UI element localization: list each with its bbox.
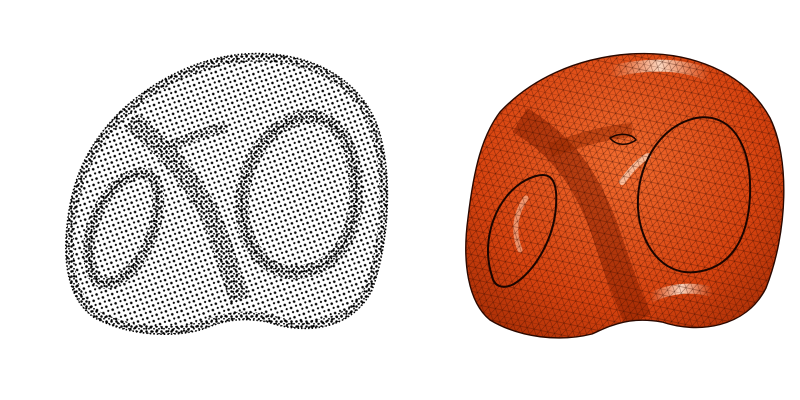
mesh-surface (465, 53, 784, 338)
point-cloud-surface (65, 53, 388, 335)
mesh-figure (465, 52, 785, 339)
point-cloud-figure (65, 52, 389, 336)
mesh-panel (400, 0, 800, 400)
point-cloud-panel (65, 52, 389, 336)
